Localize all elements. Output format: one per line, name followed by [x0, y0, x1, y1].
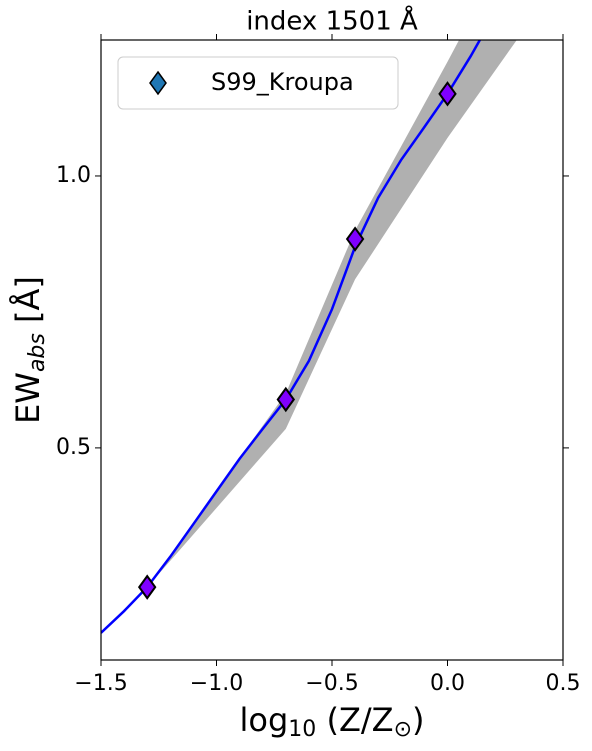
x-label-part: ) [412, 701, 424, 739]
axes-frame [100, 39, 564, 661]
x-tick-label: −1.5 [74, 671, 127, 696]
legend-label: S99_Kroupa [211, 68, 354, 96]
data-point [438, 81, 457, 107]
y-label-part: abs [25, 333, 50, 372]
uncertainty-band [147, 40, 517, 588]
y-tick-label: 1.0 [56, 163, 91, 188]
x-tick-label: −0.5 [305, 671, 358, 696]
x-tick-label: 0.5 [546, 671, 581, 696]
y-tick-label: 0.5 [56, 435, 91, 460]
x-label-part: ⊙ [394, 717, 412, 742]
chart-title: index 1501 Å [246, 5, 418, 37]
x-label-part: (Z/Z [316, 701, 393, 739]
fit-line [101, 40, 481, 634]
plot-area [101, 40, 517, 634]
x-label-part: log [240, 701, 289, 739]
x-tick-label: 0.0 [430, 671, 465, 696]
y-label-part: EW [9, 372, 47, 424]
data-point [276, 386, 296, 413]
x-tick-label: −1.0 [190, 671, 243, 696]
legend-box [117, 56, 399, 110]
data-point [345, 226, 365, 252]
y-label-part: [Å] [9, 276, 47, 333]
y-axis-label: EWabs [Å] [9, 276, 50, 424]
data-point [137, 574, 157, 600]
legend-marker [149, 70, 167, 96]
x-axis-label: log10 (Z/Z⊙) [240, 701, 425, 742]
x-label-part: 10 [288, 717, 316, 742]
